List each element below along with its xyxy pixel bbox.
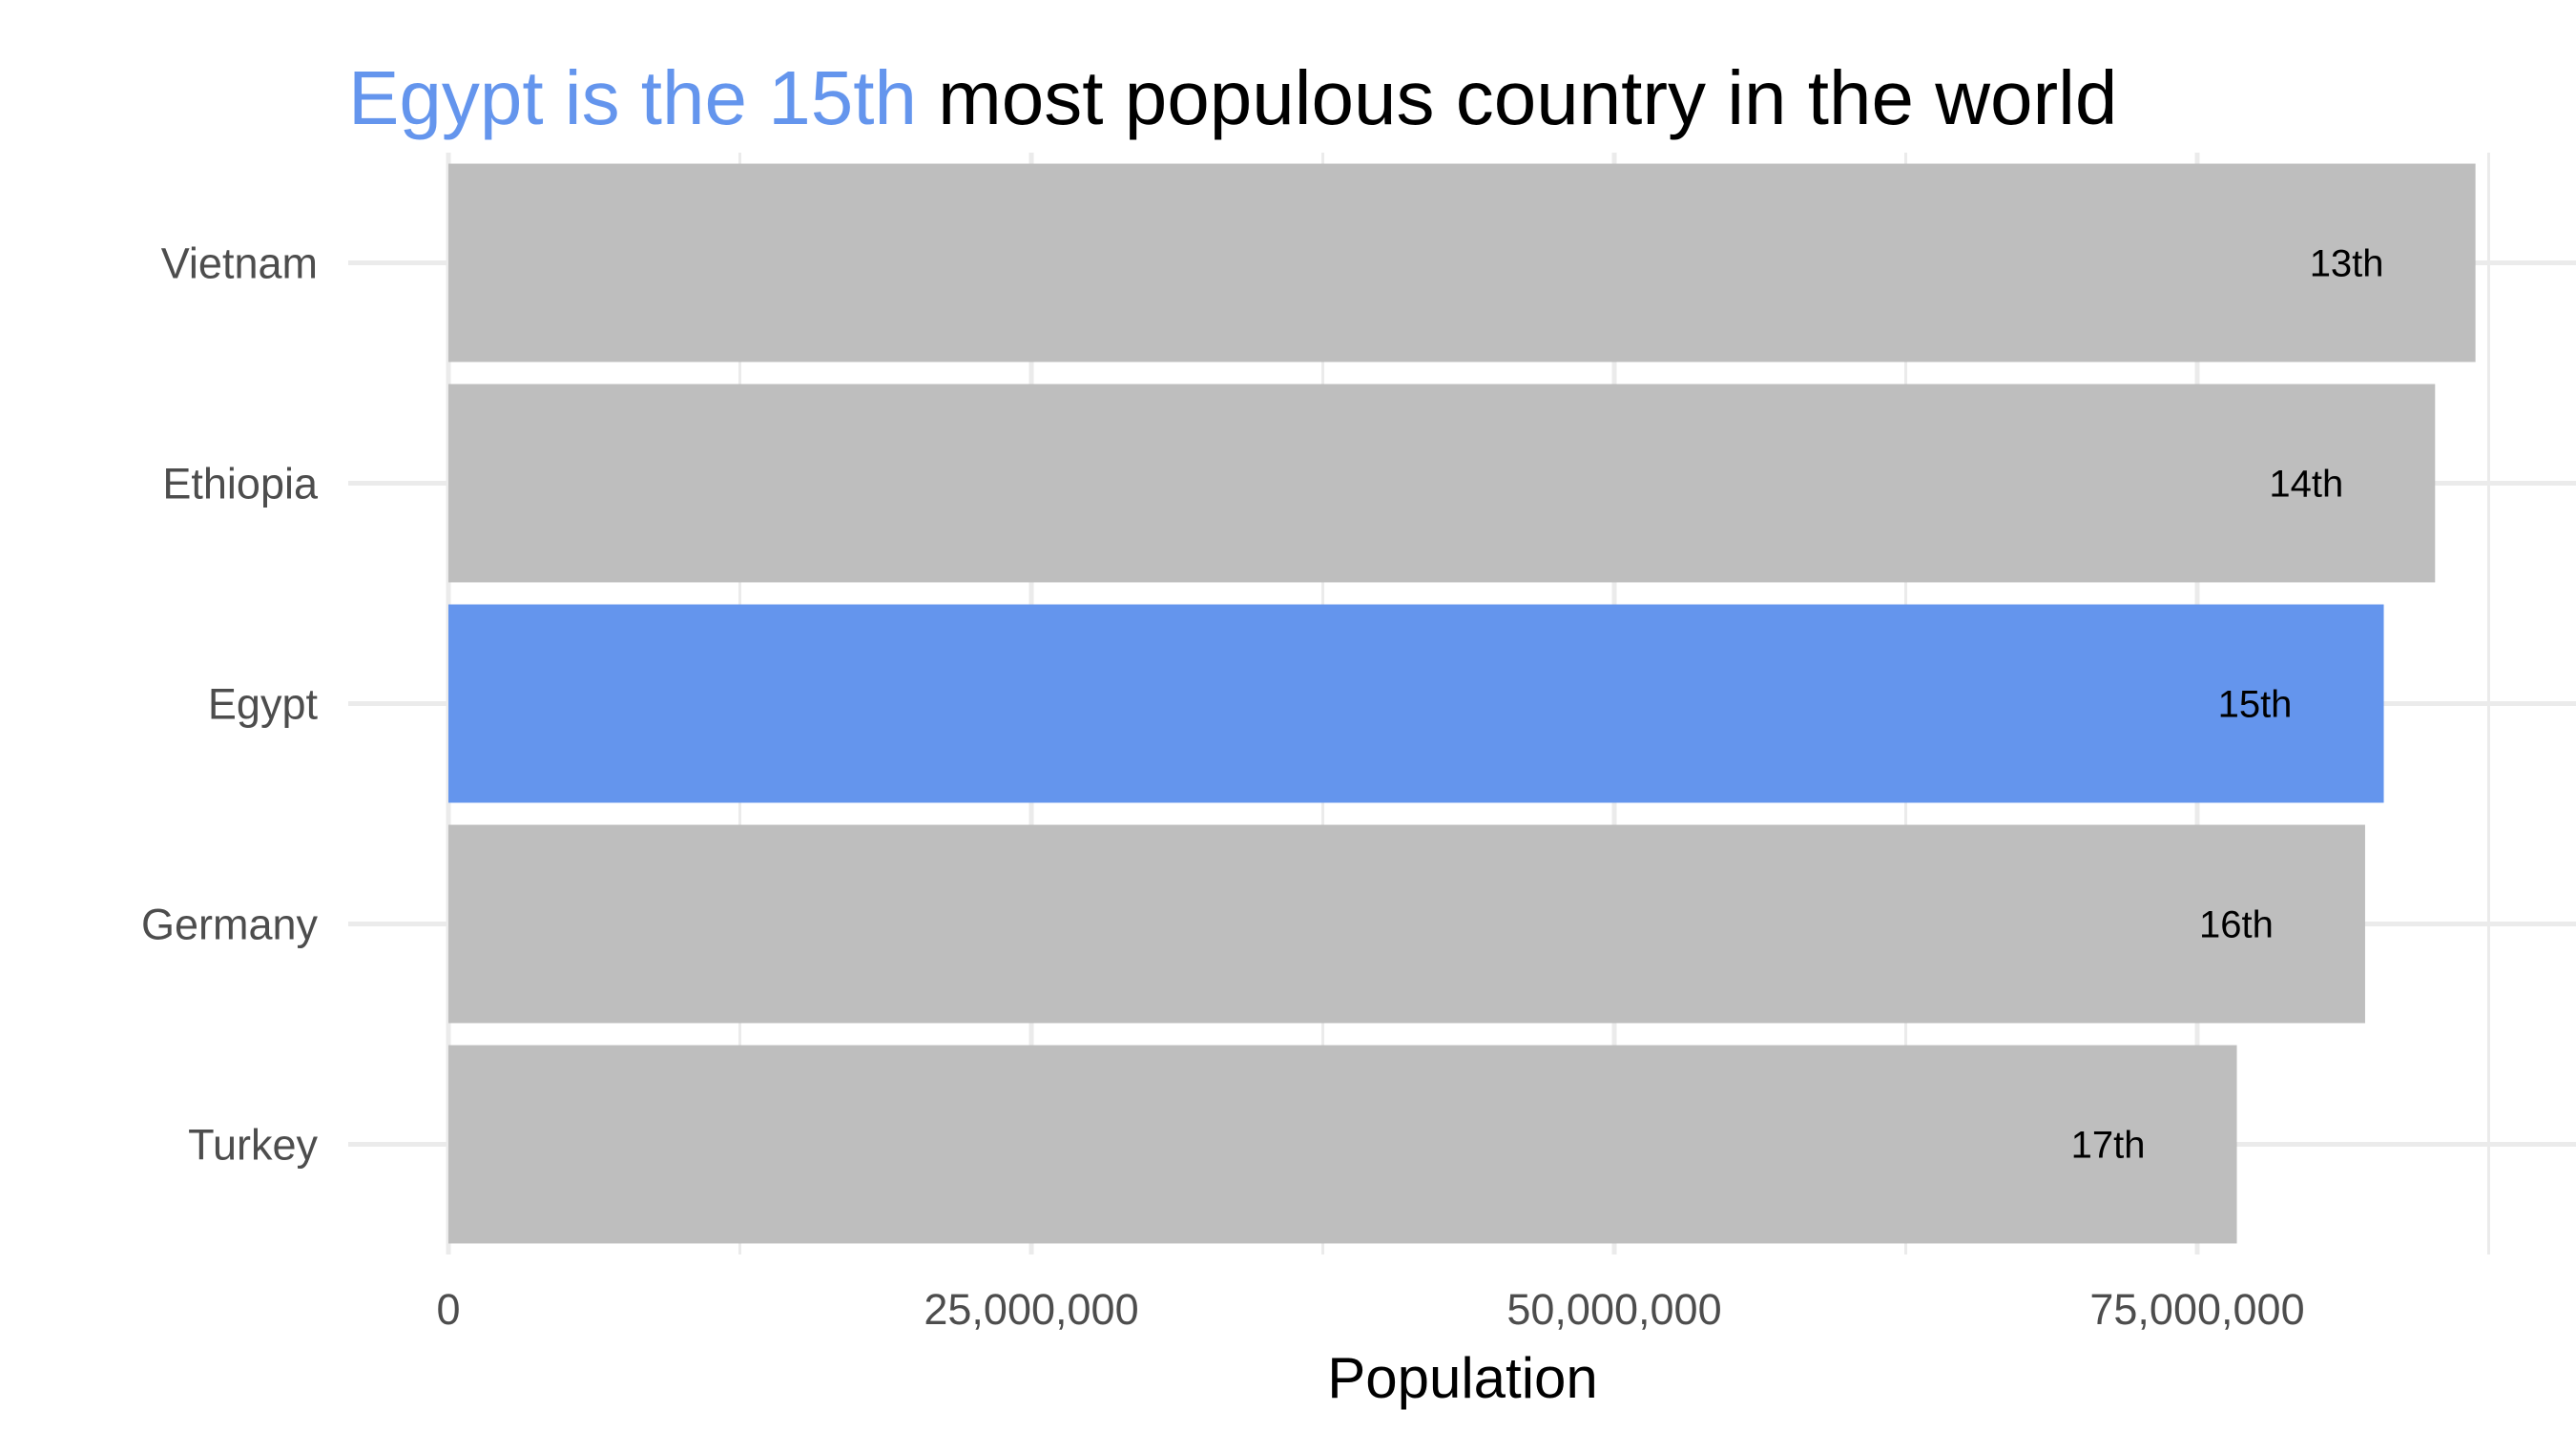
- y-tick-label-turkey: Turkey: [188, 1121, 318, 1170]
- y-tick-label-ethiopia: Ethiopia: [162, 460, 319, 508]
- chart-title: Egypt is the 15th most populous country …: [348, 55, 2117, 140]
- y-tick-label-egypt: Egypt: [208, 680, 319, 729]
- x-tick-label-1: 25,000,000: [924, 1285, 1138, 1334]
- bar-rank-label-vietnam: 13th: [2310, 243, 2384, 285]
- x-axis-tick-labels: 0 25,000,000 50,000,000 75,000,000: [436, 1285, 2304, 1334]
- bar-rank-label-ethiopia: 14th: [2269, 464, 2343, 506]
- bar-egypt: [448, 604, 2384, 803]
- bar-rank-label-egypt: 15th: [2218, 684, 2293, 726]
- bar-turkey: [448, 1045, 2237, 1244]
- chart-title-rest: most populous country in the world: [917, 55, 2117, 140]
- y-tick-label-vietnam: Vietnam: [161, 239, 318, 288]
- bars: 13th 14th 15th 16th 17th: [448, 163, 2476, 1244]
- chart-title-highlight: Egypt is the 15th: [348, 55, 917, 140]
- x-axis-title: Population: [1327, 1346, 1598, 1410]
- bar-rank-label-turkey: 17th: [2071, 1125, 2146, 1167]
- bar-rank-label-germany: 16th: [2199, 904, 2274, 946]
- x-tick-label-2: 50,000,000: [1506, 1285, 1721, 1334]
- x-tick-label-0: 0: [436, 1285, 460, 1334]
- x-tick-label-3: 75,000,000: [2089, 1285, 2304, 1334]
- y-tick-label-germany: Germany: [141, 901, 319, 949]
- bar-germany: [448, 824, 2365, 1024]
- bar-ethiopia: [448, 384, 2436, 583]
- bar-vietnam: [448, 163, 2476, 363]
- y-axis-labels: Vietnam Ethiopia Egypt Germany Turkey: [141, 239, 319, 1170]
